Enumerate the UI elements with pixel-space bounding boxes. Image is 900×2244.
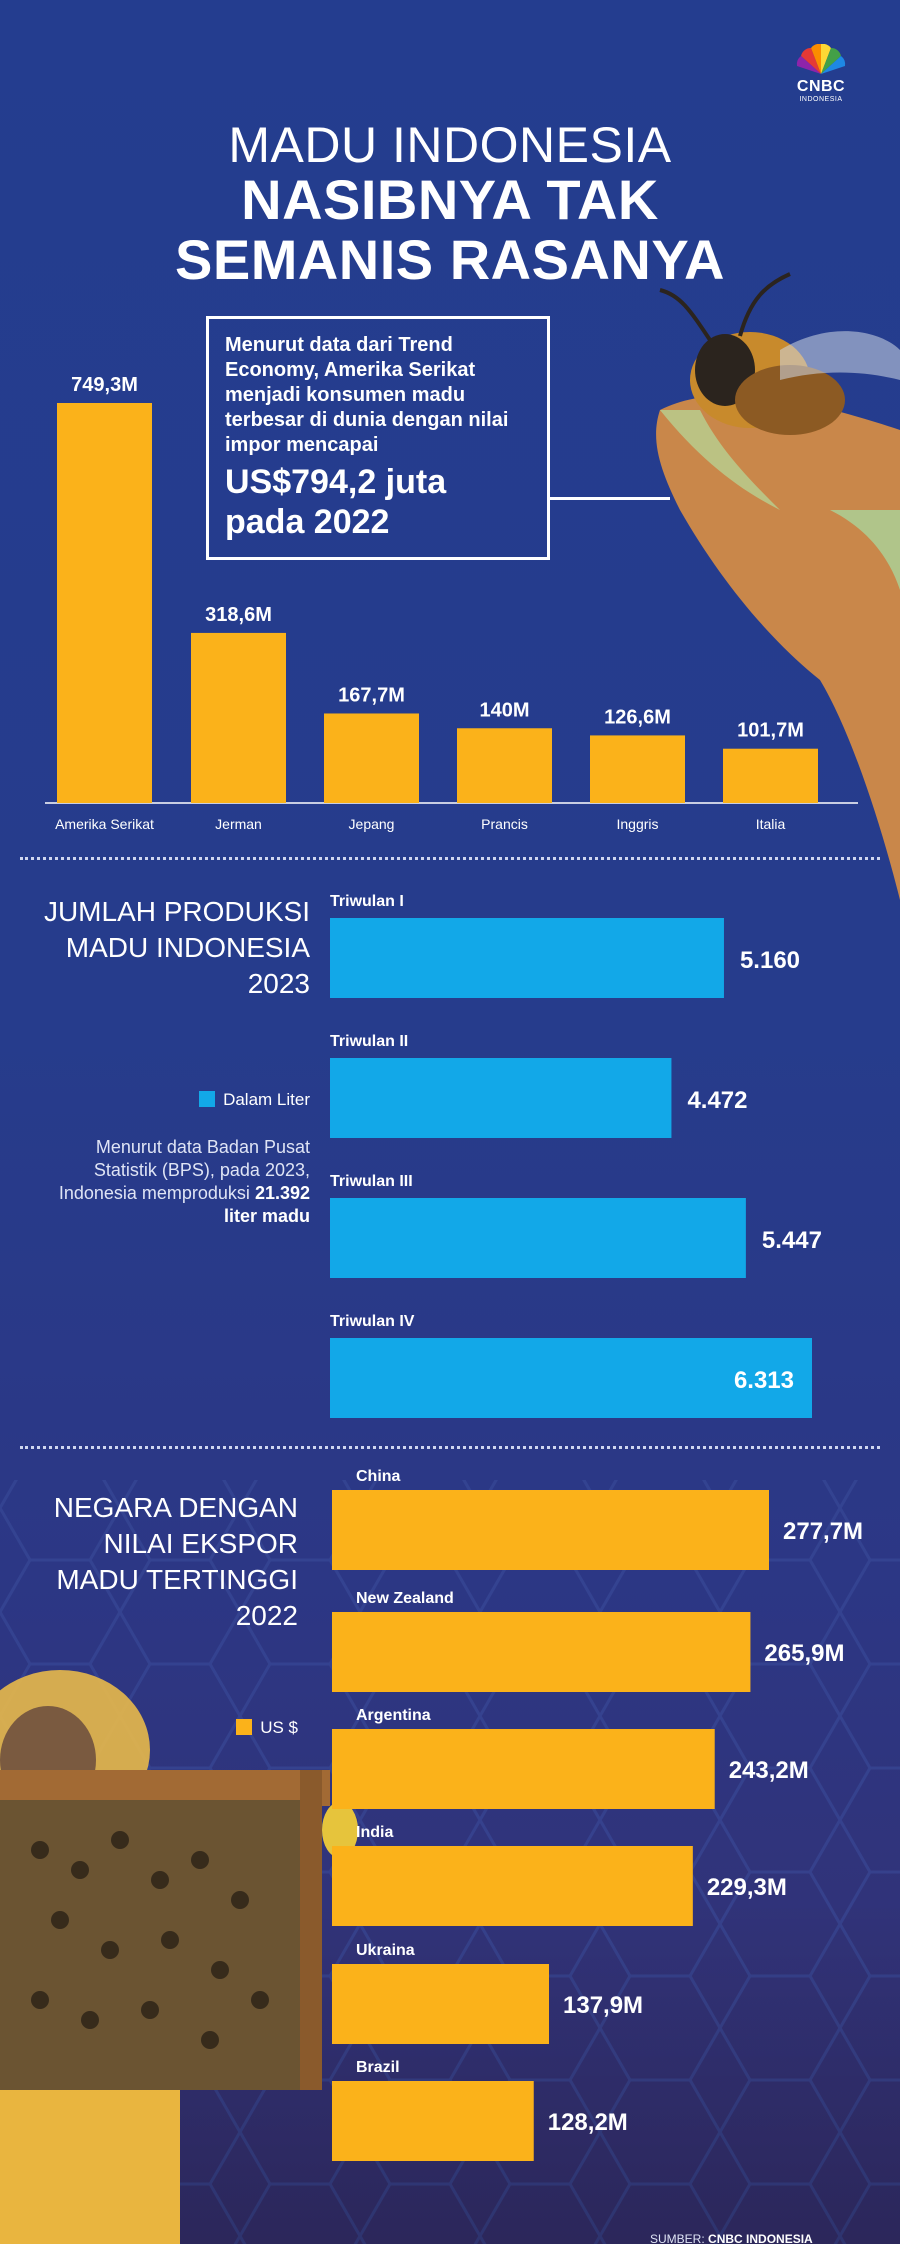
production-note: Menurut data Badan Pusat Statistik (BPS)… [40, 1136, 310, 1228]
import-bar [191, 632, 286, 803]
export-bar [332, 1490, 769, 1570]
production-value-label: 4.472 [687, 1087, 747, 1114]
production-note-bold: 21.392 liter madu [223, 1183, 310, 1226]
production-value-label: 5.447 [762, 1227, 822, 1254]
import-bar [57, 403, 152, 803]
section-divider-1 [20, 857, 880, 860]
callout-text: Menurut data dari Trend Economy, Amerika… [225, 334, 509, 456]
export-title: NEGARA DENGAN NILAI EKSPOR MADU TERTINGG… [53, 1492, 298, 1631]
import-value-label: 140M [479, 699, 529, 721]
export-bar [332, 1612, 751, 1692]
export-category-label: India [356, 1824, 393, 1841]
export-bar [332, 1846, 693, 1926]
export-category-label: New Zealand [356, 1590, 454, 1607]
production-value-label: 6.313 [734, 1367, 794, 1394]
callout-box: Menurut data dari Trend Economy, Amerika… [206, 316, 550, 560]
callout-highlight: US$794,2 juta pada 2022 [225, 463, 447, 541]
import-bar [590, 735, 685, 803]
production-value-label: 5.160 [740, 947, 800, 974]
production-bar [330, 918, 724, 998]
production-note-text: Menurut data Badan Pusat Statistik (BPS)… [58, 1137, 310, 1203]
export-value-label: 137,9M [563, 1992, 643, 2019]
brand-name: CNBC [796, 78, 846, 95]
export-legend: US $ [40, 1718, 298, 1738]
import-category-label: Amerika Serikat [55, 816, 154, 832]
export-value-label: 128,2M [548, 2109, 628, 2136]
production-bar [330, 1338, 812, 1418]
title-line-3: SEMANIS RASANYA [175, 228, 725, 291]
source-label: SUMBER: [650, 2232, 705, 2244]
callout-connector [550, 497, 670, 500]
brand-sub: INDONESIA [799, 96, 843, 103]
production-category-label: Triwulan I [330, 893, 404, 910]
export-chart: China 277,7M New Zealand 265,9M Argentina 243… [332, 1468, 863, 2161]
import-value-label: 167,7M [338, 684, 405, 706]
title-line-1: MADU INDONESIA [228, 117, 672, 173]
production-category-label: Triwulan III [330, 1173, 413, 1190]
import-category-label: Italia [756, 816, 786, 832]
export-value-label: 265,9M [764, 1640, 844, 1667]
beekeeper-illustration [0, 1670, 358, 2244]
import-category-label: Jepang [349, 816, 395, 832]
production-chart: Triwulan I 5.160 Triwulan II 4.472 Triwulan … [330, 893, 822, 1418]
export-bar [332, 1729, 715, 1809]
cnbc-logo: CNBC INDONESIA [786, 43, 856, 104]
production-legend-label: Dalam Liter [223, 1090, 310, 1109]
export-category-label: Argentina [356, 1707, 431, 1724]
production-category-label: Triwulan IV [330, 1313, 415, 1330]
section-divider-2 [20, 1446, 880, 1449]
legend-swatch-blue [199, 1091, 216, 1107]
source-credit: SUMBER: CNBC INDONESIA [650, 2232, 813, 2244]
import-bar [723, 748, 818, 803]
title-line-2: NASIBNYA TAK [241, 168, 659, 231]
export-value-label: 243,2M [729, 1757, 809, 1784]
export-value-label: 229,3M [707, 1874, 787, 1901]
import-value-label: 126,6M [604, 706, 671, 728]
import-category-label: Inggris [616, 816, 658, 832]
production-bar [330, 1198, 746, 1278]
export-category-label: China [356, 1468, 401, 1485]
export-bar [332, 2081, 534, 2161]
import-value-label: 318,6M [205, 604, 272, 626]
import-bar [324, 713, 419, 803]
import-value-label: 101,7M [737, 720, 804, 742]
production-category-label: Triwulan II [330, 1033, 408, 1050]
bee-illustration [656, 272, 900, 900]
export-value-label: 277,7M [783, 1518, 863, 1545]
export-category-label: Brazil [356, 2059, 400, 2076]
import-category-label: Jerman [215, 816, 262, 832]
source-name: CNBC INDONESIA [708, 2232, 813, 2244]
title-main: NASIBNYA TAK SEMANIS RASANYA [0, 170, 900, 290]
export-category-label: Ukraina [356, 1942, 415, 1959]
production-legend: Dalam Liter [40, 1090, 310, 1110]
export-bar [332, 1964, 550, 2044]
import-value-label: 749,3M [71, 374, 138, 396]
import-bar [457, 728, 552, 803]
export-legend-label: US $ [260, 1718, 298, 1737]
peacock-icon [796, 43, 846, 74]
production-title: JUMLAH PRODUKSI MADU INDONESIA 2023 [43, 896, 310, 999]
production-bar [330, 1058, 672, 1138]
import-chart: 749,3M Amerika Serikat 318,6M Jerman 167,7M J… [45, 374, 858, 832]
legend-swatch-orange [236, 1719, 253, 1735]
import-category-label: Prancis [481, 816, 528, 832]
